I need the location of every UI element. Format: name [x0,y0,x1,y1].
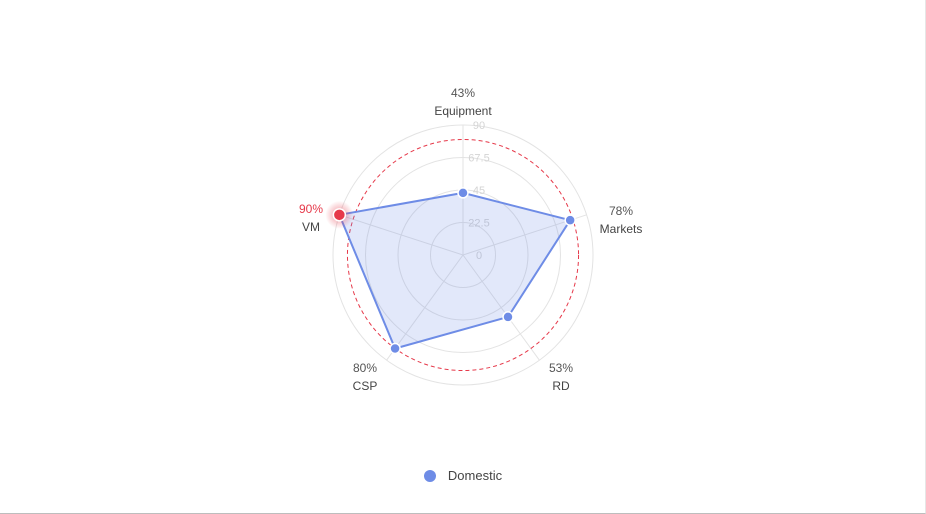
value-label: 80% [353,361,377,375]
data-point [332,208,347,222]
indicator-label: RD [552,379,570,393]
grid-spoke [339,214,464,256]
data-point [389,342,401,355]
data-point [502,311,514,323]
value-label: 78% [609,204,633,218]
data-point [564,214,576,226]
legend-series-label: Domestic [447,468,503,483]
value-label: 43% [451,86,475,100]
radial-tick-label: 45 [473,185,485,197]
value-label: 53% [549,361,573,375]
grid-spoke [386,254,464,361]
series-area [338,191,572,350]
radial-tick-label: 90 [473,120,485,132]
value-label: 90% [299,202,323,216]
indicator-label: VM [302,220,320,234]
indicator-label: CSP [353,379,378,393]
legend-series-marker [423,469,436,482]
radial-tick-label: 0 [476,250,482,262]
radial-tick-label: 67.5 [468,153,489,165]
grid-spoke [462,254,540,361]
indicator-label: Markets [600,222,643,236]
threshold-ring [346,138,580,372]
radial-tick-label: 22.5 [468,218,489,230]
legend[interactable]: Domestic [0,468,926,483]
indicator-label: Equipment [434,104,492,118]
data-point [457,187,469,199]
